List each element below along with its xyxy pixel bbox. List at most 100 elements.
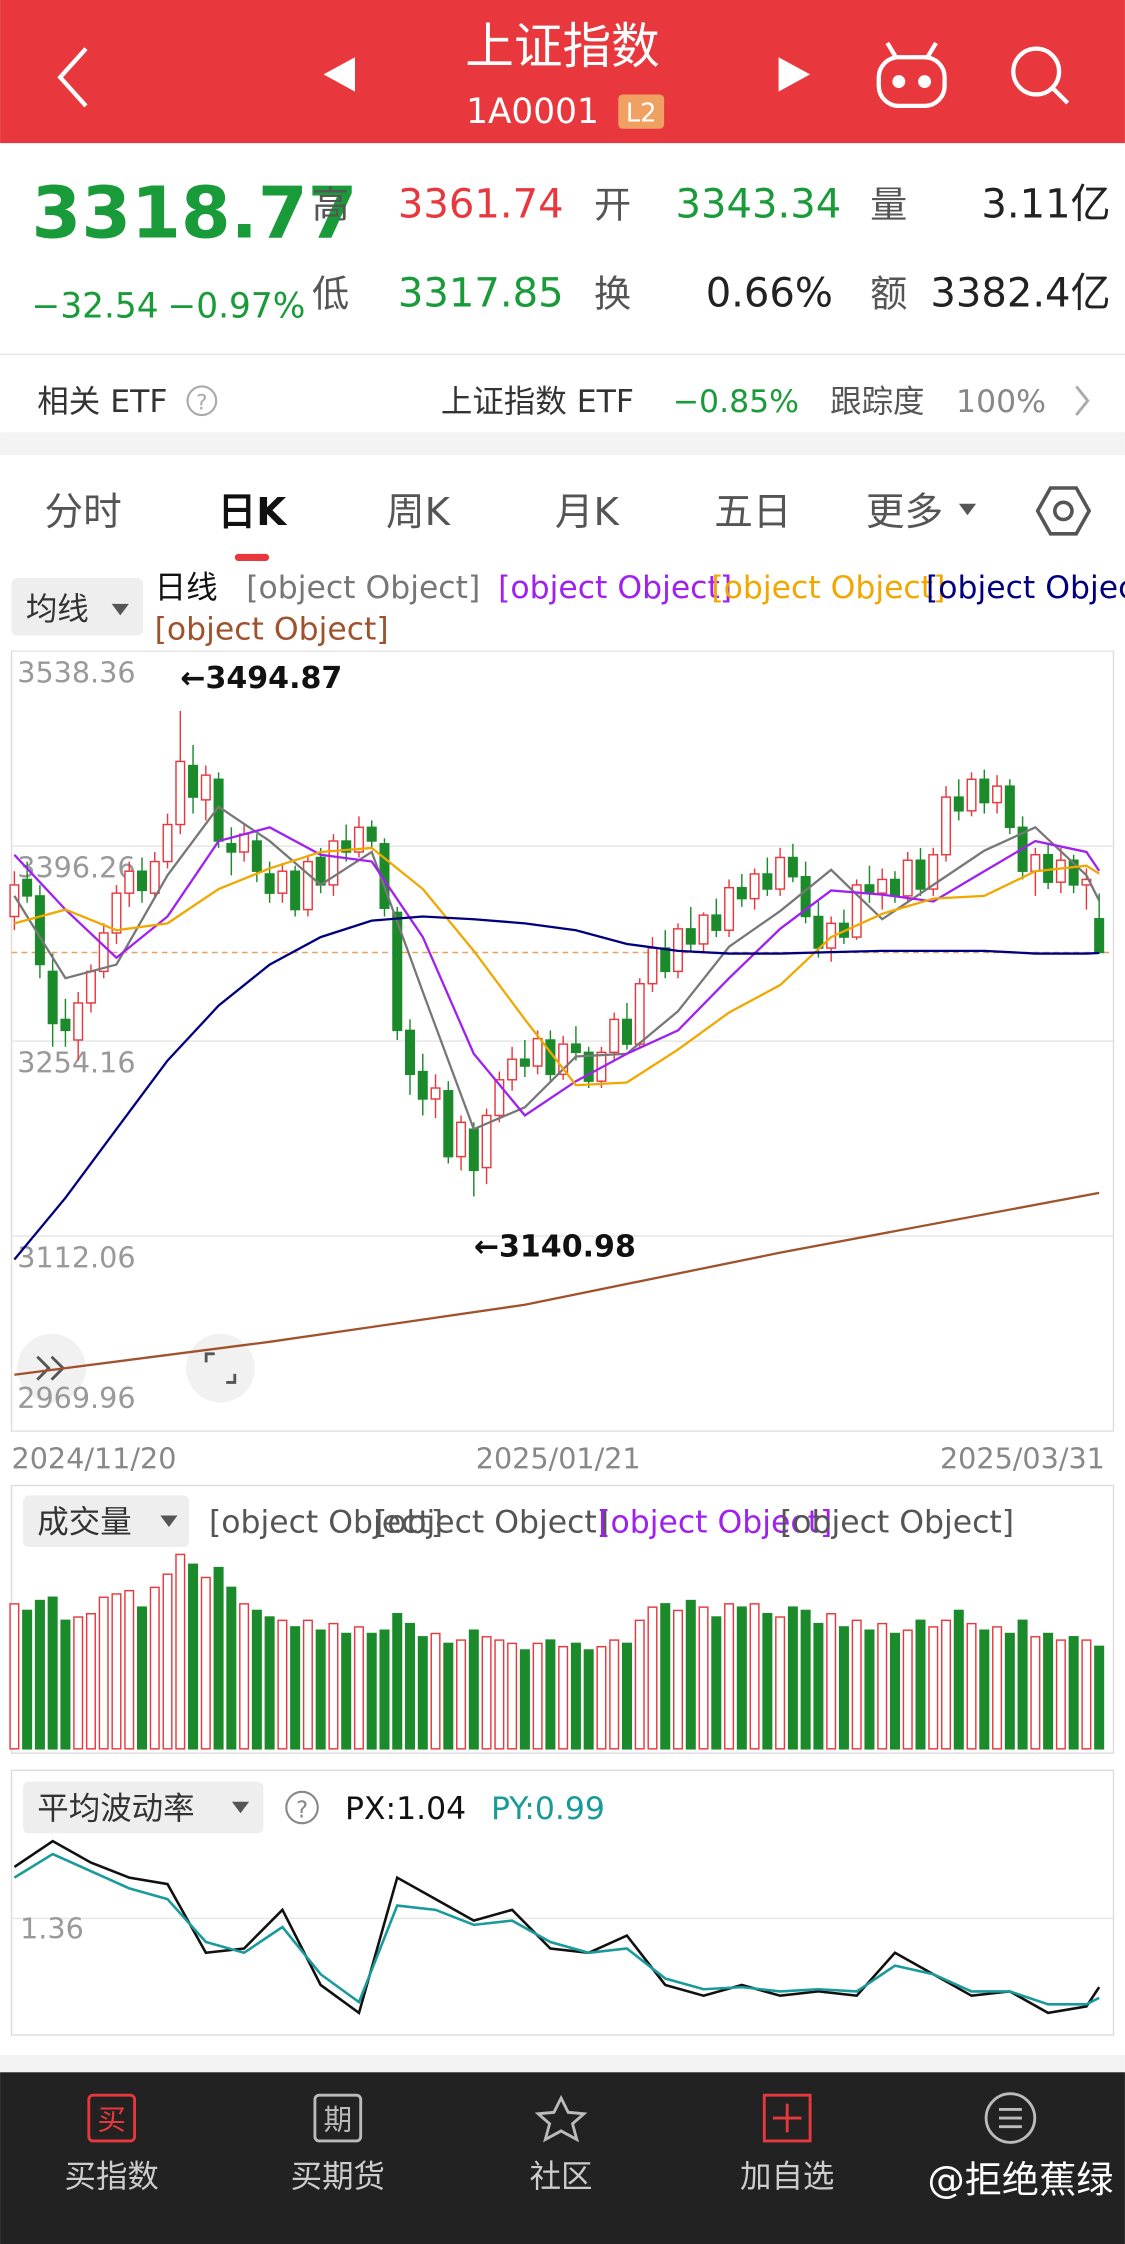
ma-line	[14, 846, 1100, 1087]
candle-body	[494, 1079, 505, 1117]
volume-bar	[9, 1603, 20, 1750]
nav-label[interactable]: 社区	[530, 2159, 593, 2195]
nav-label[interactable]: 买期货	[291, 2159, 385, 2195]
volume-legend: [object Object]	[375, 1505, 609, 1541]
candle-body	[290, 870, 301, 911]
tracking: 100%	[956, 384, 1046, 420]
candle-body	[928, 854, 939, 890]
nav-icon[interactable]	[762, 2093, 812, 2143]
volume-bar	[698, 1606, 709, 1750]
candle-body	[736, 886, 747, 900]
volume-bar	[149, 1586, 160, 1750]
volume-bar	[494, 1639, 505, 1750]
volume-bar	[609, 1639, 620, 1750]
volume-bar	[226, 1586, 237, 1750]
candle-body	[877, 878, 888, 894]
candle-body	[647, 947, 658, 985]
volume-bar	[711, 1616, 722, 1750]
volume-bar	[34, 1599, 45, 1750]
badge: L2	[626, 99, 657, 129]
ma-legend: [object Object]	[155, 612, 389, 648]
nav-label[interactable]: 加自选	[740, 2159, 834, 2195]
volume-bar	[673, 1609, 684, 1750]
candle-body	[621, 1018, 632, 1045]
chevron[interactable]	[1075, 385, 1090, 416]
volume-bar	[1017, 1619, 1028, 1750]
candle-body	[507, 1058, 518, 1081]
tab[interactable]: 周K	[386, 490, 452, 535]
divider	[0, 353, 1125, 355]
volume-bar	[1094, 1645, 1105, 1750]
volatility-selector[interactable]	[22, 1781, 264, 1834]
candle-body	[226, 843, 237, 853]
volume-bar	[85, 1613, 96, 1750]
candle-body	[519, 1058, 530, 1067]
candle-body	[762, 873, 773, 890]
candle-body	[775, 856, 786, 890]
candle-body	[200, 774, 211, 801]
help-icon[interactable]	[186, 385, 218, 417]
ma-legend: [object Object]	[926, 570, 1125, 606]
robot-icon[interactable]	[876, 41, 947, 109]
tracking-label: 跟踪度	[830, 384, 924, 420]
candle-body	[889, 878, 900, 897]
candle-body	[73, 1002, 84, 1041]
volume-bar	[992, 1626, 1003, 1750]
dropdown-arrow	[160, 1515, 178, 1528]
volume-bar	[290, 1626, 301, 1750]
expand-buttons[interactable]	[17, 1333, 255, 1403]
volume-bar	[1043, 1632, 1054, 1750]
volume-bar	[302, 1619, 313, 1750]
stat-label: 额	[870, 271, 907, 315]
x-tick-label: 2025/03/31	[940, 1441, 1105, 1475]
back-button[interactable]	[57, 47, 88, 108]
volume-bar	[277, 1619, 288, 1750]
tab[interactable]: 更多	[866, 490, 943, 535]
nav-icon[interactable]	[984, 2092, 1037, 2144]
x-tick-label: 2024/11/20	[12, 1441, 177, 1475]
volume-bar	[877, 1622, 888, 1750]
volume-bar	[188, 1563, 199, 1750]
nav-icon[interactable]	[313, 2093, 363, 2143]
ma-legend: [object Object]	[246, 570, 480, 606]
help-icon[interactable]	[285, 1790, 319, 1825]
settings-icon[interactable]	[1035, 486, 1092, 536]
candle-body	[366, 826, 377, 842]
tab[interactable]: 分时	[44, 490, 121, 535]
candle-body	[1030, 854, 1041, 872]
candle-body	[277, 870, 288, 894]
candle-body	[328, 840, 339, 886]
header-bar	[0, 0, 1125, 144]
search-icon[interactable]	[1011, 46, 1070, 105]
prev-button[interactable]	[323, 57, 355, 92]
volume-bar	[724, 1603, 735, 1750]
volatility-legend: PX:1.04	[345, 1791, 466, 1827]
tab[interactable]: 日K	[218, 490, 289, 535]
volume-bar	[647, 1606, 658, 1750]
volume-selector[interactable]	[22, 1495, 189, 1548]
tab[interactable]: 月K	[555, 490, 621, 535]
volume-bar	[175, 1553, 186, 1750]
nav-icon[interactable]	[534, 2094, 588, 2143]
volume-bar	[762, 1613, 773, 1750]
volume-bar	[1030, 1636, 1041, 1750]
ma-selector-label: 均线	[26, 592, 89, 628]
candle-body	[583, 1051, 594, 1082]
candle-body	[800, 875, 811, 918]
ma-selector[interactable]	[11, 578, 144, 636]
volume-bar	[405, 1622, 416, 1750]
candle-body	[851, 884, 862, 938]
volume-legend: [object Object]	[780, 1505, 1014, 1541]
candle-body	[724, 886, 735, 931]
stat-value: 3382.4亿	[930, 270, 1110, 316]
tab[interactable]: 五日	[714, 490, 791, 535]
y-tick-label: 2969.96	[17, 1381, 135, 1415]
next-button[interactable]	[778, 57, 811, 92]
nav-icon[interactable]	[87, 2093, 137, 2143]
y-tick-label: 3112.06	[17, 1241, 135, 1275]
nav-label[interactable]: 买指数	[64, 2159, 158, 2195]
candle-body	[136, 870, 148, 892]
volume-bar	[60, 1619, 71, 1750]
volatility-line	[13, 1852, 1100, 2006]
